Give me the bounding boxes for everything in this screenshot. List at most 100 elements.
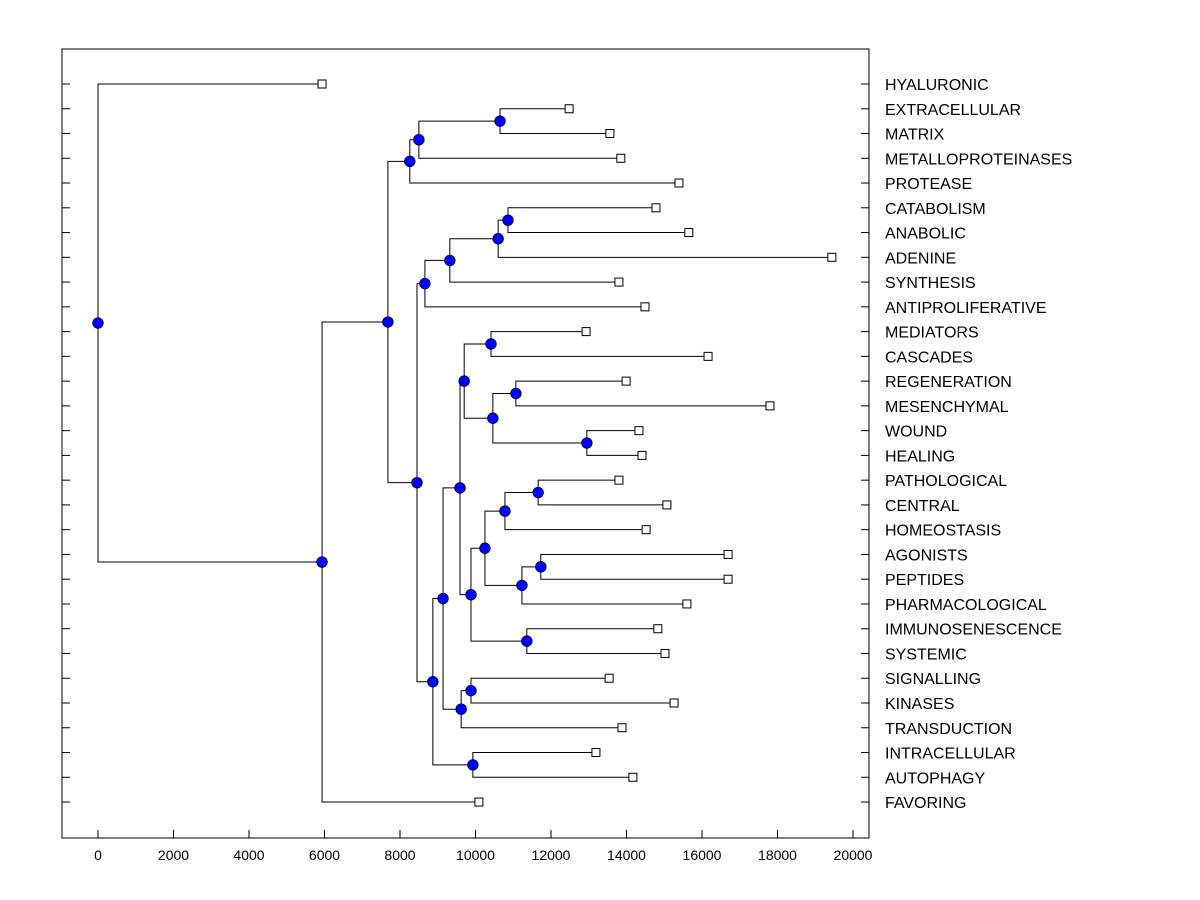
leaf-marker	[641, 525, 651, 535]
x-tick-label: 20000	[834, 847, 873, 863]
leaf-marker	[628, 772, 638, 782]
link	[321, 321, 388, 563]
leaf-marker	[669, 698, 679, 708]
cluster-node	[465, 588, 477, 601]
leaf-label: EXTRACELLULAR	[885, 102, 1021, 119]
leaf-label: ANABOLIC	[885, 226, 966, 243]
leaf-marker	[640, 302, 650, 312]
leaf-label: FAVORING	[885, 795, 967, 812]
leaf-marker	[616, 153, 626, 163]
cluster-node	[411, 476, 423, 489]
leaf-marker	[674, 178, 684, 188]
cluster-node	[535, 561, 547, 573]
leaf-label: SYSTEMIC	[885, 646, 967, 663]
cluster-node	[444, 254, 456, 267]
leaf-label: INTRACELLULAR	[885, 746, 1016, 763]
link	[521, 566, 541, 586]
leaf-marker	[827, 252, 837, 262]
x-tick-label: 12000	[532, 847, 571, 863]
x-tick-label: 14000	[607, 847, 646, 863]
leaf-marker	[614, 277, 624, 287]
cluster-node	[465, 684, 477, 697]
leaf-label: SIGNALLING	[885, 671, 981, 688]
cluster-node	[521, 635, 533, 647]
cluster-node	[485, 338, 497, 350]
link	[387, 160, 410, 323]
leaf-marker	[660, 648, 670, 658]
link	[504, 511, 647, 531]
leaf-label: HOMEOSTASIS	[885, 523, 1001, 540]
leaf-marker	[604, 673, 614, 683]
leaf-label: TRANSDUCTION	[885, 721, 1012, 738]
leaf-marker	[723, 574, 733, 584]
link	[521, 585, 687, 605]
leaf-marker	[653, 624, 663, 634]
leaf-label: CATABOLISM	[885, 201, 986, 218]
cluster-node	[382, 316, 394, 328]
leaf-label: PATHOLOGICAL	[885, 473, 1007, 490]
leaf-label: HYALURONIC	[885, 77, 989, 94]
leaf-marker	[765, 401, 775, 411]
cluster-node	[494, 115, 506, 127]
cluster-node	[516, 579, 528, 592]
cluster-node	[492, 233, 504, 245]
link	[460, 709, 622, 729]
plot-frame	[61, 48, 870, 839]
link	[492, 418, 587, 444]
leaf-label: MESENCHYMAL	[885, 399, 1009, 416]
leaf-marker	[703, 351, 713, 361]
cluster-node	[437, 592, 449, 605]
leaf-label: METALLOPROTEINASES	[885, 151, 1072, 168]
leaf-label: HEALING	[885, 448, 955, 465]
leaf-label: ANTIPROLIFERATIVE	[885, 300, 1047, 317]
link	[449, 260, 619, 283]
leaf-marker	[621, 376, 631, 386]
link	[463, 343, 491, 382]
leaf-marker	[637, 450, 647, 460]
cluster-node	[404, 155, 416, 168]
leaf-label: IMMUNOSENESCENCE	[885, 622, 1062, 639]
leaf-marker	[474, 797, 484, 807]
leaf-label: MATRIX	[885, 127, 945, 144]
leaf-label: AUTOPHAGY	[885, 770, 986, 787]
leaf-label: CENTRAL	[885, 498, 960, 515]
link	[470, 594, 527, 642]
x-tick-label: 10000	[456, 847, 495, 863]
link	[418, 139, 621, 159]
link	[484, 510, 505, 549]
leaf-label: PHARMACOLOGICAL	[885, 597, 1047, 614]
link	[497, 238, 832, 258]
x-tick-label: 4000	[233, 847, 264, 863]
link	[432, 681, 473, 766]
leaf-label: REGENERATION	[885, 374, 1012, 391]
leaf-label: CASCADES	[885, 349, 973, 366]
cluster-node	[92, 317, 104, 329]
x-tick-label: 0	[94, 847, 102, 863]
x-tick-label: 8000	[384, 847, 415, 863]
link	[424, 259, 450, 284]
cluster-node	[454, 482, 466, 494]
leaf-marker	[651, 203, 661, 213]
x-tick-label: 16000	[683, 847, 722, 863]
link	[449, 238, 499, 261]
cluster-node	[502, 214, 514, 226]
leaf-marker	[317, 79, 327, 89]
leaf-label: SYNTHESIS	[885, 275, 976, 292]
cluster-node	[581, 437, 593, 449]
axis-ticks: 0 2000 4000 6000 8000 10000 12000 14000 16000 180…	[62, 83, 873, 863]
x-tick-label: 6000	[309, 847, 340, 863]
nodes	[92, 79, 837, 807]
link	[321, 562, 479, 803]
x-tick-label: 18000	[758, 847, 797, 863]
link	[97, 323, 323, 563]
leaf-label: PROTEASE	[885, 176, 972, 193]
leaf-marker	[684, 228, 694, 238]
link	[504, 492, 539, 512]
leaf-marker	[614, 475, 624, 485]
leaf-marker	[662, 500, 672, 510]
cluster-node	[532, 486, 544, 499]
leaf-marker	[634, 426, 644, 436]
leaf-marker	[564, 104, 574, 114]
leaf-label: KINASES	[885, 696, 954, 713]
